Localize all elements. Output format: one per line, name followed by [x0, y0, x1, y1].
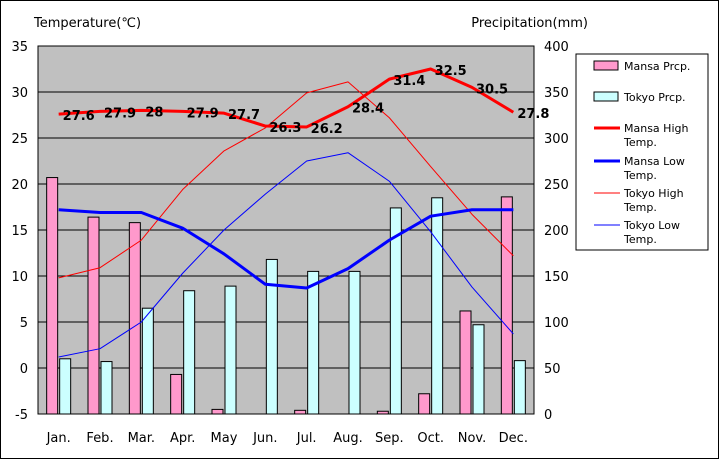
right-axis-title: Precipitation(mm)	[471, 16, 588, 31]
legend-swatch	[593, 91, 619, 102]
bar-tokyo-prcp	[389, 207, 402, 415]
y-right-tick-label: 150	[544, 270, 569, 285]
bar-mansa-prcp	[211, 408, 224, 415]
y-right-tick-label: 300	[544, 132, 569, 147]
y-right-tick-label: 0	[544, 408, 552, 423]
data-label: 27.8	[517, 107, 549, 122]
legend-label: Tokyo High	[623, 187, 684, 200]
data-label: 32.5	[435, 64, 467, 79]
legend-box	[575, 53, 709, 251]
x-tick-label: Jul.	[296, 431, 317, 446]
line-mansa-high-temp	[58, 67, 515, 129]
x-tick-label: May	[211, 431, 238, 446]
bar-tokyo-prcp	[100, 361, 113, 415]
y-left-tick-label: 20	[11, 178, 28, 193]
data-label: 27.6	[63, 109, 95, 124]
x-tick-label: Feb.	[86, 431, 113, 446]
bar-mansa-prcp	[294, 409, 307, 415]
legend-label-cont: Temp.	[623, 201, 657, 214]
bar-tokyo-prcp	[513, 360, 526, 415]
y-right-tick-label: 200	[544, 224, 569, 239]
data-label: 26.2	[311, 122, 343, 137]
legend-label-cont: Temp.	[623, 169, 657, 182]
legend-label: Tokyo Prcp.	[623, 91, 686, 104]
bar-tokyo-prcp	[472, 324, 485, 415]
data-label: 30.5	[476, 82, 508, 97]
bar-mansa-prcp	[376, 410, 389, 415]
data-label: 26.3	[269, 121, 301, 136]
y-right-tick-label: 100	[544, 316, 569, 331]
legend-label: Tokyo Low	[623, 219, 680, 232]
bar-tokyo-prcp	[431, 197, 444, 415]
x-tick-label: Apr.	[170, 431, 195, 446]
legend-label: Mansa Low	[624, 155, 685, 168]
bar-tokyo-prcp	[224, 285, 237, 415]
bar-mansa-prcp	[87, 216, 100, 415]
y-left-tick-label: 10	[11, 270, 28, 285]
data-label: 31.4	[393, 74, 425, 89]
x-tick-label: Oct.	[417, 431, 444, 446]
y-right-tick-label: 350	[544, 86, 569, 101]
data-label: 28	[145, 105, 163, 120]
bar-tokyo-prcp	[348, 270, 361, 415]
line-mansa-low-temp	[58, 208, 514, 290]
y-left-tick-label: 35	[11, 40, 28, 55]
left-axis-title: Temperature(℃)	[33, 16, 141, 31]
bar-mansa-prcp	[46, 177, 59, 415]
y-left-tick-label: 15	[11, 224, 28, 239]
y-right-tick-label: 250	[544, 178, 569, 193]
bar-tokyo-prcp	[141, 307, 154, 415]
bar-mansa-prcp	[459, 310, 472, 415]
legend-swatch	[593, 60, 619, 71]
y-left-tick-label: 0	[20, 362, 28, 377]
x-tick-label: Mar.	[128, 431, 155, 446]
legend-label-cont: Temp.	[623, 233, 657, 246]
x-tick-label: Jun.	[252, 431, 277, 446]
data-label: 27.9	[104, 106, 136, 121]
data-label: 27.9	[187, 106, 219, 121]
bar-mansa-prcp	[418, 393, 431, 415]
bar-mansa-prcp	[170, 373, 183, 415]
y-left-tick-label: 25	[11, 132, 28, 147]
y-right-tick-label: 400	[544, 40, 569, 55]
legend-label: Mansa High	[624, 122, 688, 135]
bar-tokyo-prcp	[59, 358, 72, 415]
bar-tokyo-prcp	[183, 290, 196, 415]
bar-mansa-prcp	[128, 222, 141, 415]
data-label: 28.4	[352, 102, 384, 117]
x-tick-label: Nov.	[458, 431, 487, 446]
y-left-tick-label: 30	[11, 86, 28, 101]
x-tick-label: Jan.	[46, 431, 71, 446]
legend-label: Mansa Prcp.	[624, 60, 690, 73]
data-label: 27.7	[228, 108, 260, 123]
line-tokyo-high-temp	[58, 81, 514, 279]
bar-mansa-prcp	[500, 196, 513, 415]
legend-label-cont: Temp.	[623, 136, 657, 149]
x-tick-label: Dec.	[499, 431, 528, 446]
y-left-tick-label: -5	[15, 408, 28, 423]
x-tick-label: Aug.	[333, 431, 363, 446]
x-tick-label: Sep.	[375, 431, 404, 446]
line-tokyo-low-temp	[58, 152, 514, 358]
y-right-tick-label: 50	[544, 362, 561, 377]
bar-tokyo-prcp	[265, 258, 278, 415]
bar-tokyo-prcp	[307, 270, 320, 415]
y-left-tick-label: 5	[20, 316, 28, 331]
